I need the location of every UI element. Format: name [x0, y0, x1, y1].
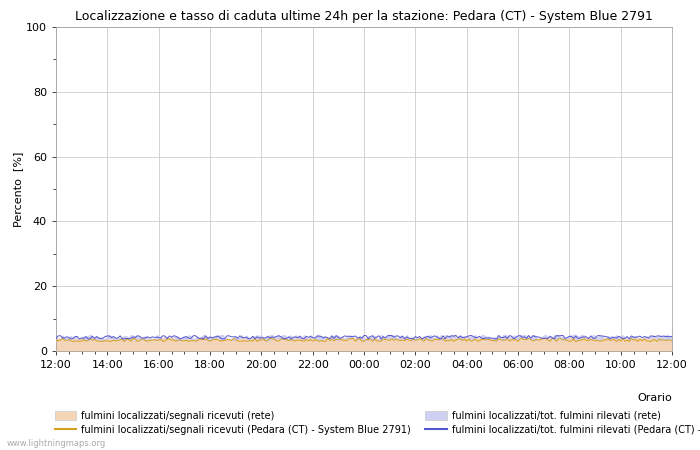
Text: Orario: Orario [637, 393, 672, 403]
Text: www.lightningmaps.org: www.lightningmaps.org [7, 439, 106, 448]
Legend: fulmini localizzati/segnali ricevuti (rete), fulmini localizzati/segnali ricevut: fulmini localizzati/segnali ricevuti (re… [55, 411, 700, 435]
Y-axis label: Percento  [%]: Percento [%] [13, 151, 23, 227]
Title: Localizzazione e tasso di caduta ultime 24h per la stazione: Pedara (CT) - Syste: Localizzazione e tasso di caduta ultime … [75, 10, 653, 23]
